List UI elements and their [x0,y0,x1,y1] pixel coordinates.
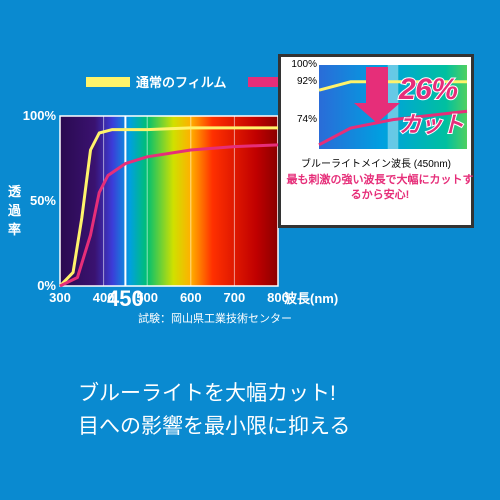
y-tick: 50% [12,193,56,208]
headline-text: ブルーライトを大幅カット!目への影響を最小限に抑える [78,378,350,443]
x-tick: 700 [214,290,254,305]
callout-wavelength-label: ブルーライトメイン波長 (450nm) [281,155,471,170]
legend-label-normal: 通常のフィルム [136,72,226,91]
mini-y-tick: 74% [287,114,317,125]
x-tick: 600 [171,290,211,305]
callout-emphasis-text: 最も刺激の強い波長で大幅にカットするから安心! [285,173,475,203]
down-arrow-icon [354,67,400,123]
y-tick: 100% [12,108,56,123]
mini-y-tick: 92% [287,76,317,87]
stage: 通常のフィルム 本製品 透過率 波長(nm) 100%50%0% 3004004… [0,0,500,500]
x-tick: 800 [258,290,298,305]
x-tick: 500 [127,290,167,305]
test-credit: 試験：岡山県工業技術センター [138,310,292,326]
x-tick: 300 [40,290,80,305]
callout-box: 100% 92% 74% 26%カット ブルーライトメイン波長 (450nm) 最も… [278,54,474,228]
cut-percentage: 26%カット [399,73,464,139]
mini-y-tick: 100% [287,59,317,70]
legend-item-normal: 通常のフィルム [86,72,226,91]
y-axis-label: 透過率 [8,181,21,238]
legend-swatch-normal [86,77,130,87]
